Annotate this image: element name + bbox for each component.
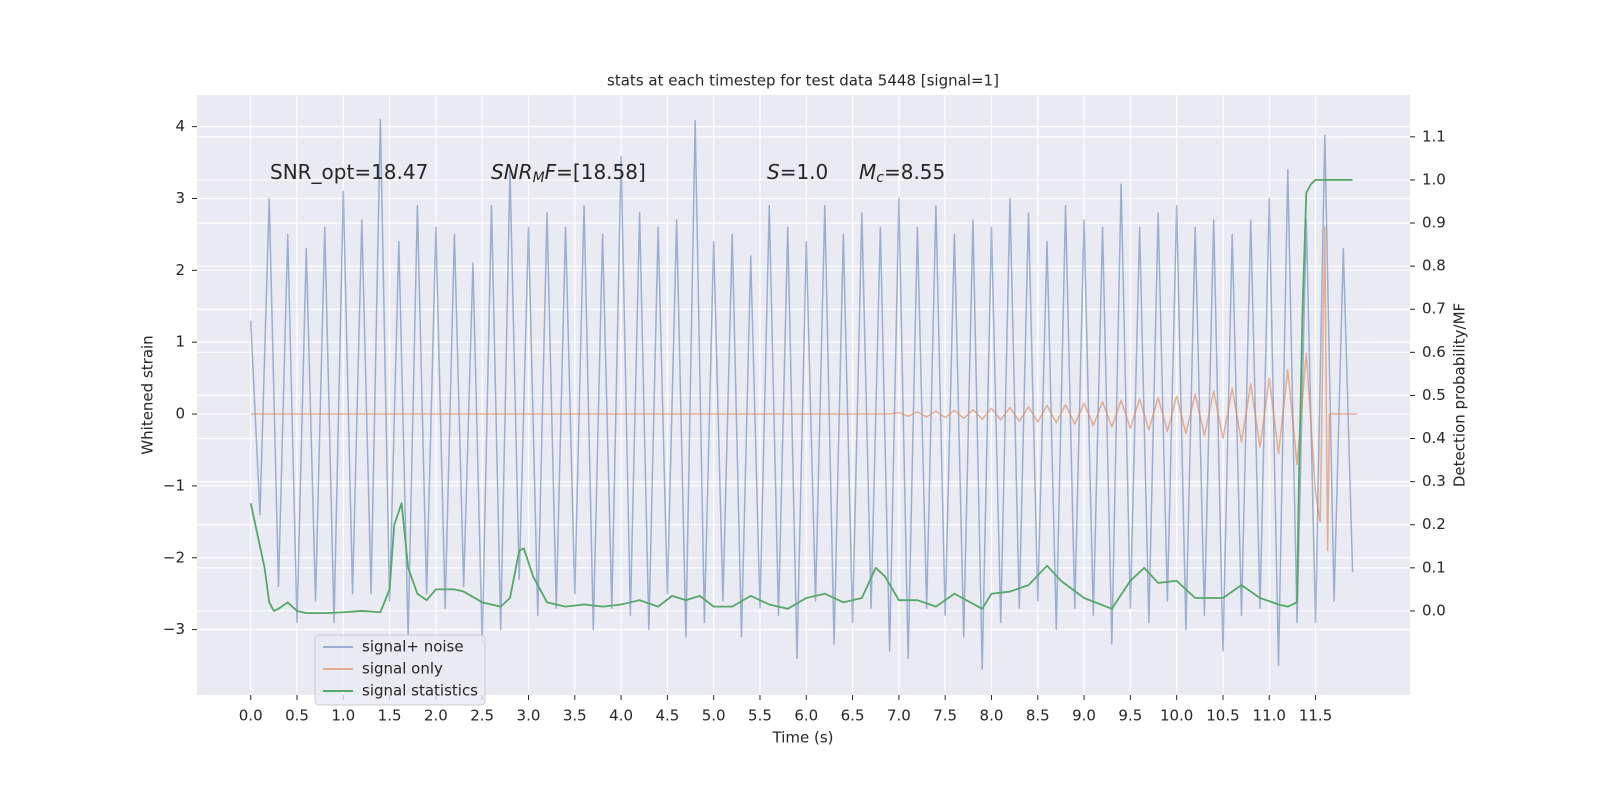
y2-axis-label: Detection probability/MF xyxy=(1451,303,1469,487)
x-tick-label: 7.0 xyxy=(887,707,911,725)
legend-box xyxy=(314,634,486,706)
x-tick-label: 11.5 xyxy=(1299,707,1332,725)
y2-tick-label: 0.2 xyxy=(1422,515,1446,533)
y-tick-label: −2 xyxy=(163,548,185,566)
annotation: Mc=8.55 xyxy=(859,160,945,187)
annotation-part: M xyxy=(859,160,876,184)
annotation-part: F xyxy=(545,160,557,184)
annotation-part: c xyxy=(876,170,884,186)
legend: signal+ noise signal only signal statistic… xyxy=(314,634,486,706)
x-tick-label: 11.0 xyxy=(1253,707,1286,725)
annotation-part: =8.55 xyxy=(884,160,945,184)
y-tick-label: 4 xyxy=(175,117,185,135)
x-tick-label: 2.5 xyxy=(470,707,494,725)
y2-tick-label: 0.1 xyxy=(1422,558,1446,576)
x-tick-label: 8.5 xyxy=(1026,707,1050,725)
annotation-part: SNR xyxy=(491,160,533,184)
y2-tick-label: 0.6 xyxy=(1422,343,1446,361)
y2-tick-label: 0.5 xyxy=(1422,386,1446,404)
y2-tick-label: 1.0 xyxy=(1422,170,1446,188)
y-tick-label: 0 xyxy=(175,405,185,423)
x-tick-label: 3.5 xyxy=(563,707,587,725)
annotation: SNRMF=[18.58] xyxy=(491,160,646,187)
annotation-part: M xyxy=(533,170,545,186)
y2-tick-label: 0.3 xyxy=(1422,472,1446,490)
annotation: S=1.0 xyxy=(767,160,828,184)
series-line xyxy=(249,179,1353,614)
x-tick-label: 10.5 xyxy=(1206,707,1239,725)
x-tick-label: 5.5 xyxy=(748,707,772,725)
x-tick-label: 1.5 xyxy=(378,707,402,725)
annotation-part: =1.0 xyxy=(780,160,829,184)
x-tick-label: 9.0 xyxy=(1072,707,1096,725)
x-axis-label: Time (s) xyxy=(772,729,834,747)
x-tick-label: 6.5 xyxy=(841,707,865,725)
series-line xyxy=(250,226,1358,552)
y2-tick-label: 0.0 xyxy=(1422,601,1446,619)
x-tick-label: 7.5 xyxy=(933,707,957,725)
y-tick-label: −1 xyxy=(163,476,185,494)
x-tick-label: 6.0 xyxy=(794,707,818,725)
x-tick-label: 0.0 xyxy=(239,707,263,725)
x-tick-label: 4.5 xyxy=(655,707,679,725)
x-tick-label: 2.0 xyxy=(424,707,448,725)
y-axis-label: Whitened strain xyxy=(139,335,157,454)
annotation-part: SNR_opt=18.47 xyxy=(270,160,428,184)
marks xyxy=(249,118,1358,670)
x-tick-label: 10.0 xyxy=(1160,707,1193,725)
y-tick-label: 2 xyxy=(175,261,185,279)
series-line xyxy=(249,118,1354,670)
annotation-part: S xyxy=(767,160,780,184)
y2-tick-label: 0.8 xyxy=(1422,257,1446,275)
x-tick-label: 3.0 xyxy=(517,707,541,725)
x-tick-label: 8.0 xyxy=(980,707,1004,725)
x-tick-label: 5.0 xyxy=(702,707,726,725)
chart-title: stats at each timestep for test data 544… xyxy=(607,72,999,90)
y2-tick-label: 0.9 xyxy=(1422,214,1446,232)
x-tick-label: 1.0 xyxy=(331,707,355,725)
legend-label: signal only xyxy=(362,660,443,678)
legend-label: signal statistics xyxy=(362,682,478,700)
annotation: SNR_opt=18.47 xyxy=(270,160,428,184)
y-tick-label: 3 xyxy=(175,189,185,207)
x-tick-label: 4.0 xyxy=(609,707,633,725)
y2-tick-label: 1.1 xyxy=(1422,127,1446,145)
y-tick-label: −3 xyxy=(163,620,185,638)
labels: 0.0 0.5 1.0 1.5 2.0 2.5 3.0 3.5 4.0 4.5 5.0 5.5 6.0 6… xyxy=(163,117,1446,724)
y2-tick-label: 0.7 xyxy=(1422,300,1446,318)
legend-label: signal+ noise xyxy=(362,638,464,656)
x-tick-label: 9.5 xyxy=(1118,707,1142,725)
y-tick-label: 1 xyxy=(175,333,185,351)
annotation-part: =[18.58] xyxy=(556,160,646,184)
x-tick-label: 0.5 xyxy=(285,707,309,725)
y2-tick-label: 0.4 xyxy=(1422,429,1446,447)
